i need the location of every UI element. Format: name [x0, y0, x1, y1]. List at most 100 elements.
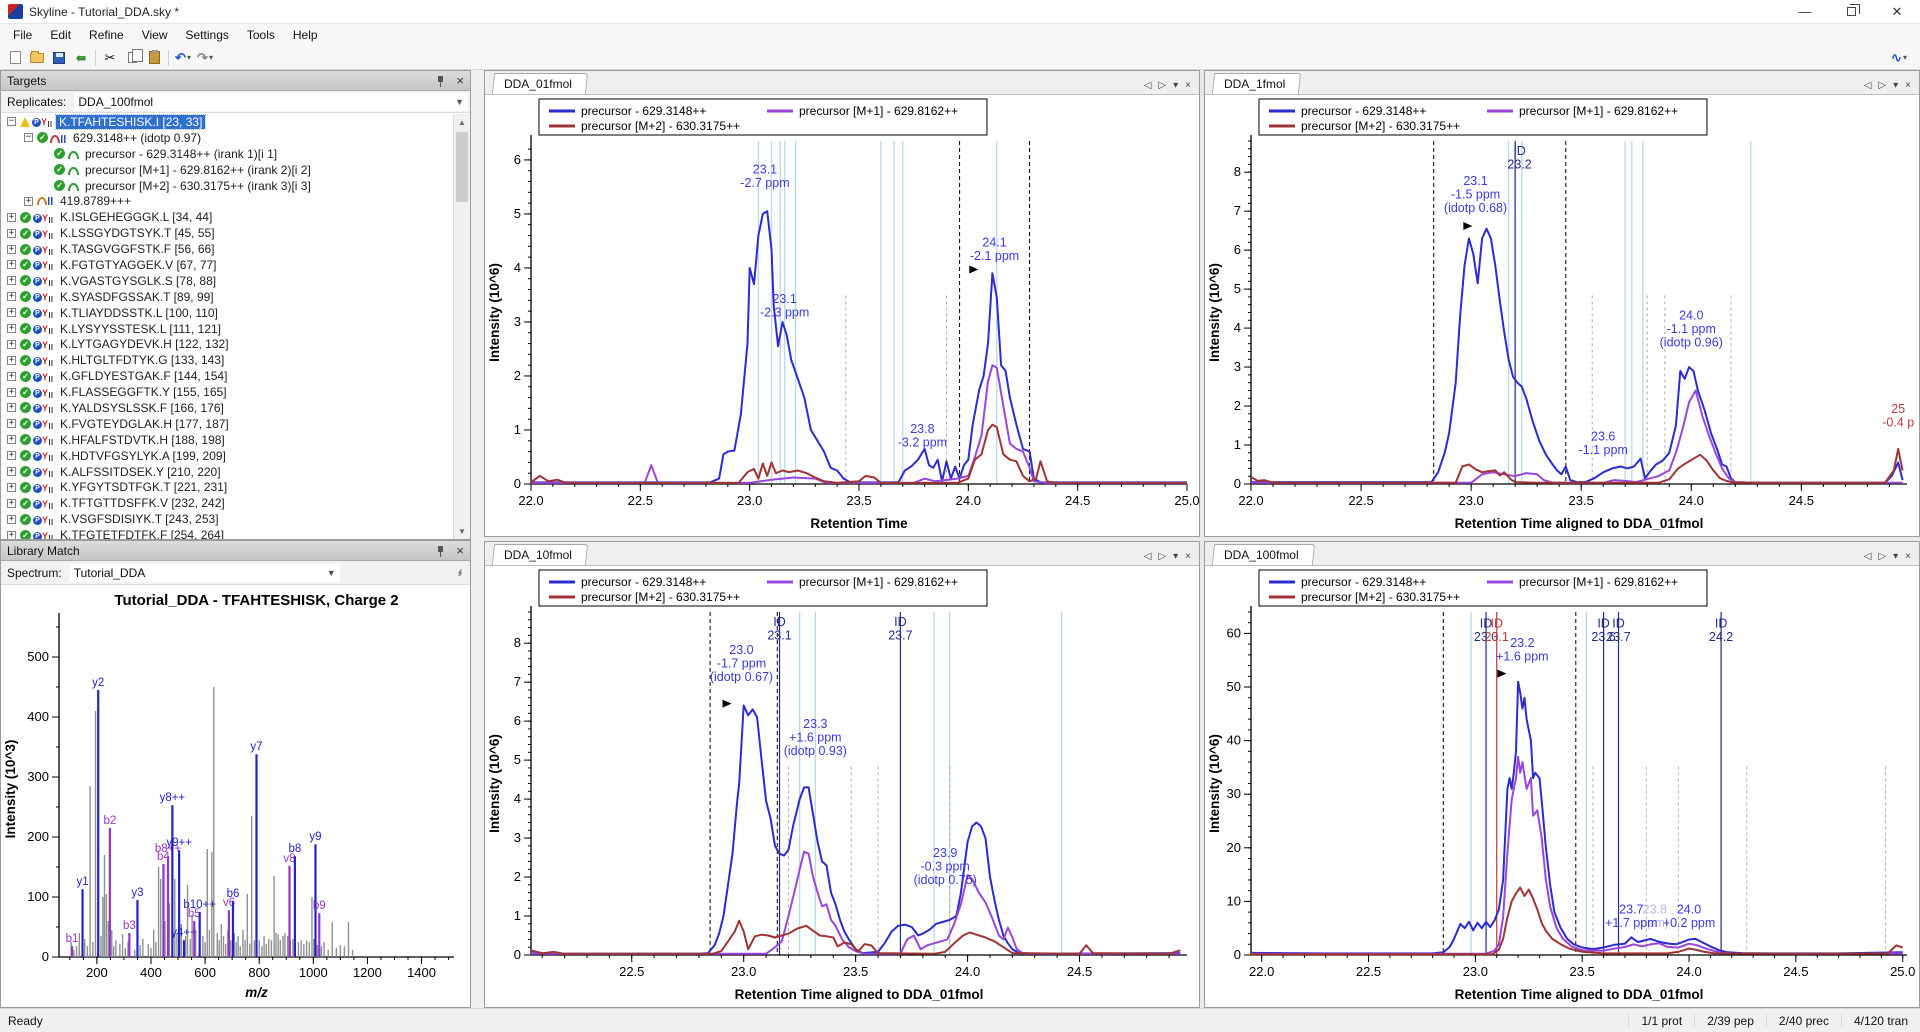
scroll-thumb[interactable]: [456, 132, 468, 202]
redo-icon[interactable]: ↷ ▾: [197, 49, 213, 65]
close-icon[interactable]: ×: [1905, 551, 1911, 562]
expand-icon[interactable]: +: [7, 243, 16, 254]
next-icon[interactable]: ▷: [1158, 80, 1167, 91]
save-icon[interactable]: [48, 48, 70, 68]
prev-icon[interactable]: ◁: [1143, 80, 1152, 91]
close-panel-icon[interactable]: ×: [456, 542, 464, 558]
chevron-down-icon[interactable]: ▾: [1173, 551, 1179, 562]
expand-icon[interactable]: +: [7, 259, 16, 270]
spectrum-combo[interactable]: Tutorial_DDA ▼: [69, 563, 340, 582]
tree-item[interactable]: +419.8789+++: [1, 193, 453, 209]
tree-item[interactable]: + ✓ P Y K.FLASSEGGFTK.Y [155, 165]: [1, 384, 453, 400]
tree-item[interactable]: + ✓ P Y K.TLIAYDDSSTK.L [100, 110]: [1, 305, 453, 321]
expand-icon[interactable]: +: [7, 497, 16, 508]
new-document-icon[interactable]: [4, 48, 26, 68]
tree-item[interactable]: + ✓ P Y K.LYTGAGYDEVK.H [122, 132]: [1, 336, 453, 352]
expand-icon[interactable]: +: [7, 354, 16, 365]
vertical-splitter[interactable]: [471, 70, 484, 1008]
tree-item[interactable]: + ✓ P Y K.VGASTGYSGLK.S [78, 88]: [1, 273, 453, 289]
expand-icon[interactable]: +: [7, 434, 16, 445]
close-icon[interactable]: ×: [1185, 551, 1191, 562]
tab-dda01fmol[interactable]: DDA_01fmol: [491, 73, 589, 94]
chevron-down-icon[interactable]: ▾: [1893, 80, 1899, 91]
expand-icon[interactable]: +: [7, 481, 16, 492]
menu-item-settings[interactable]: Settings: [185, 28, 229, 42]
menu-item-file[interactable]: File: [13, 28, 33, 42]
expand-icon[interactable]: +: [7, 338, 16, 349]
expand-icon[interactable]: +: [7, 513, 16, 524]
expand-icon[interactable]: +: [7, 529, 16, 539]
targets-scrollbar[interactable]: ▲ ▼: [453, 114, 470, 539]
copy-icon[interactable]: [121, 48, 143, 68]
tree-item[interactable]: + ✓ P Y K.VSGFSDISIYK.T [243, 253]: [1, 511, 453, 527]
close-button[interactable]: ✕: [1891, 3, 1903, 19]
tab-dda1fmol[interactable]: DDA_1fmol: [1211, 73, 1302, 94]
menu-item-view[interactable]: View: [141, 28, 168, 42]
tree-item[interactable]: + ✓ P Y K.SYASDFGSSAK.T [89, 99]: [1, 289, 453, 305]
restore-button[interactable]: [1828, 0, 1874, 23]
close-panel-icon[interactable]: ×: [456, 72, 464, 88]
scroll-up-icon[interactable]: ▲: [458, 117, 466, 127]
expand-icon[interactable]: +: [7, 370, 16, 381]
tree-item[interactable]: + ✓ P Y K.HDTVFGSYLYK.A [199, 209]: [1, 448, 453, 464]
chromatogram-chart-dda10fmol[interactable]: 22.5 23.0 23.5 24.0 24.5 0 1 2 3 4 5 6 7 8 Retention T…: [485, 566, 1199, 1007]
tree-item[interactable]: + ✓ P Y K.ALFSSITDSEK.Y [210, 220]: [1, 464, 453, 480]
import-results-icon[interactable]: ⇚: [75, 50, 87, 65]
chevron-down-icon[interactable]: ▾: [1173, 80, 1179, 91]
expand-icon[interactable]: +: [7, 418, 16, 429]
menu-item-edit[interactable]: Edit: [50, 28, 72, 42]
spectrum-settings-icon[interactable]: ⌁: [453, 568, 468, 577]
tab-dda100fmol[interactable]: DDA_100fmol: [1211, 544, 1315, 565]
tree-item[interactable]: + ✓ P Y K.LYSYYSSTESK.L [111, 121]: [1, 321, 453, 337]
minimize-button[interactable]: —: [1798, 4, 1812, 19]
tree-item[interactable]: + ✓ P Y K.HLTGLTFDTYK.G [133, 143]: [1, 352, 453, 368]
open-folder-icon[interactable]: [26, 48, 48, 68]
prev-icon[interactable]: ◁: [1143, 551, 1152, 562]
next-icon[interactable]: ▷: [1158, 551, 1167, 562]
chromatogram-chart-dda01fmol[interactable]: 22.0 22.5 23.0 23.5 24.0 24.5 25.0 0 1 2 3 4 5 6 Reten…: [485, 95, 1199, 536]
tree-item[interactable]: + ✓ P Y K.LSSGYDGTSYK.T [45, 55]: [1, 225, 453, 241]
collapse-icon[interactable]: −: [24, 132, 33, 143]
expand-icon[interactable]: +: [24, 195, 33, 206]
cut-icon[interactable]: ✂: [104, 49, 116, 65]
menu-item-refine[interactable]: Refine: [89, 28, 124, 42]
tab-dda10fmol[interactable]: DDA_10fmol: [491, 544, 589, 565]
chevron-down-icon[interactable]: ▾: [1893, 551, 1899, 562]
menu-item-tools[interactable]: Tools: [246, 28, 275, 42]
pin-icon[interactable]: [436, 545, 446, 557]
replicates-combo[interactable]: DDA_100fmol ▼: [74, 92, 468, 111]
expand-icon[interactable]: +: [7, 466, 16, 477]
expand-icon[interactable]: +: [7, 402, 16, 413]
paste-icon[interactable]: [143, 48, 165, 68]
tree-item[interactable]: − ✓ 629.3148++ (idotp 0.97): [1, 130, 453, 146]
menu-item-help[interactable]: Help: [292, 28, 318, 42]
tree-item[interactable]: ✓ precursor [M+1] - 629.8162++ (irank 2)[…: [1, 162, 453, 178]
chromatogram-chart-dda100fmol[interactable]: 22.0 22.5 23.0 23.5 24.0 24.5 25.0 0 10 20 30 40 50 6…: [1205, 566, 1919, 1007]
tree-item[interactable]: + ✓ P Y K.FVGTEYDGLAK.H [177, 187]: [1, 416, 453, 432]
tree-item[interactable]: + ✓ P Y K.ISLGEHEGGGK.L [34, 44]: [1, 209, 453, 225]
close-icon[interactable]: ×: [1905, 80, 1911, 91]
undo-icon[interactable]: ↶ ▾: [175, 49, 191, 65]
expand-icon[interactable]: +: [7, 211, 16, 222]
prev-icon[interactable]: ◁: [1863, 551, 1872, 562]
expand-icon[interactable]: +: [7, 450, 16, 461]
tree-item[interactable]: ✓ precursor [M+2] - 630.3175++ (irank 3)[…: [1, 178, 453, 194]
tree-item[interactable]: + ✓ P Y K.FGTGTYAGGEK.V [67, 77]: [1, 257, 453, 273]
next-icon[interactable]: ▷: [1878, 80, 1887, 91]
expand-icon[interactable]: +: [7, 307, 16, 318]
collapse-icon[interactable]: −: [7, 116, 16, 127]
tree-item[interactable]: + ✓ P Y K.GFLDYESTGAK.F [144, 154]: [1, 368, 453, 384]
tree-item[interactable]: ✓ precursor - 629.3148++ (irank 1)[i 1]: [1, 146, 453, 162]
expand-icon[interactable]: +: [7, 227, 16, 238]
tree-item[interactable]: + ✓ P Y K.TFTGTTDSFFK.V [232, 242]: [1, 495, 453, 511]
pin-icon[interactable]: [436, 75, 446, 87]
expand-icon[interactable]: +: [7, 291, 16, 302]
tree-item[interactable]: + ✓ P Y K.YFGYTSDTFGK.T [221, 231]: [1, 479, 453, 495]
expand-icon[interactable]: +: [7, 323, 16, 334]
prev-icon[interactable]: ◁: [1863, 80, 1872, 91]
library-spectrum-chart[interactable]: Tutorial_DDA - TFAHTESHISK, Charge 2 200 4…: [1, 585, 468, 1005]
tree-item[interactable]: + ✓ P Y K.HFALFSTDVTK.H [188, 198]: [1, 432, 453, 448]
close-icon[interactable]: ×: [1185, 80, 1191, 91]
tree-item[interactable]: + ✓ P Y K.TFGTETFDTFK.F [254, 264]: [1, 527, 453, 539]
tools-quick-icon[interactable]: ∿ ▾: [1891, 49, 1907, 65]
